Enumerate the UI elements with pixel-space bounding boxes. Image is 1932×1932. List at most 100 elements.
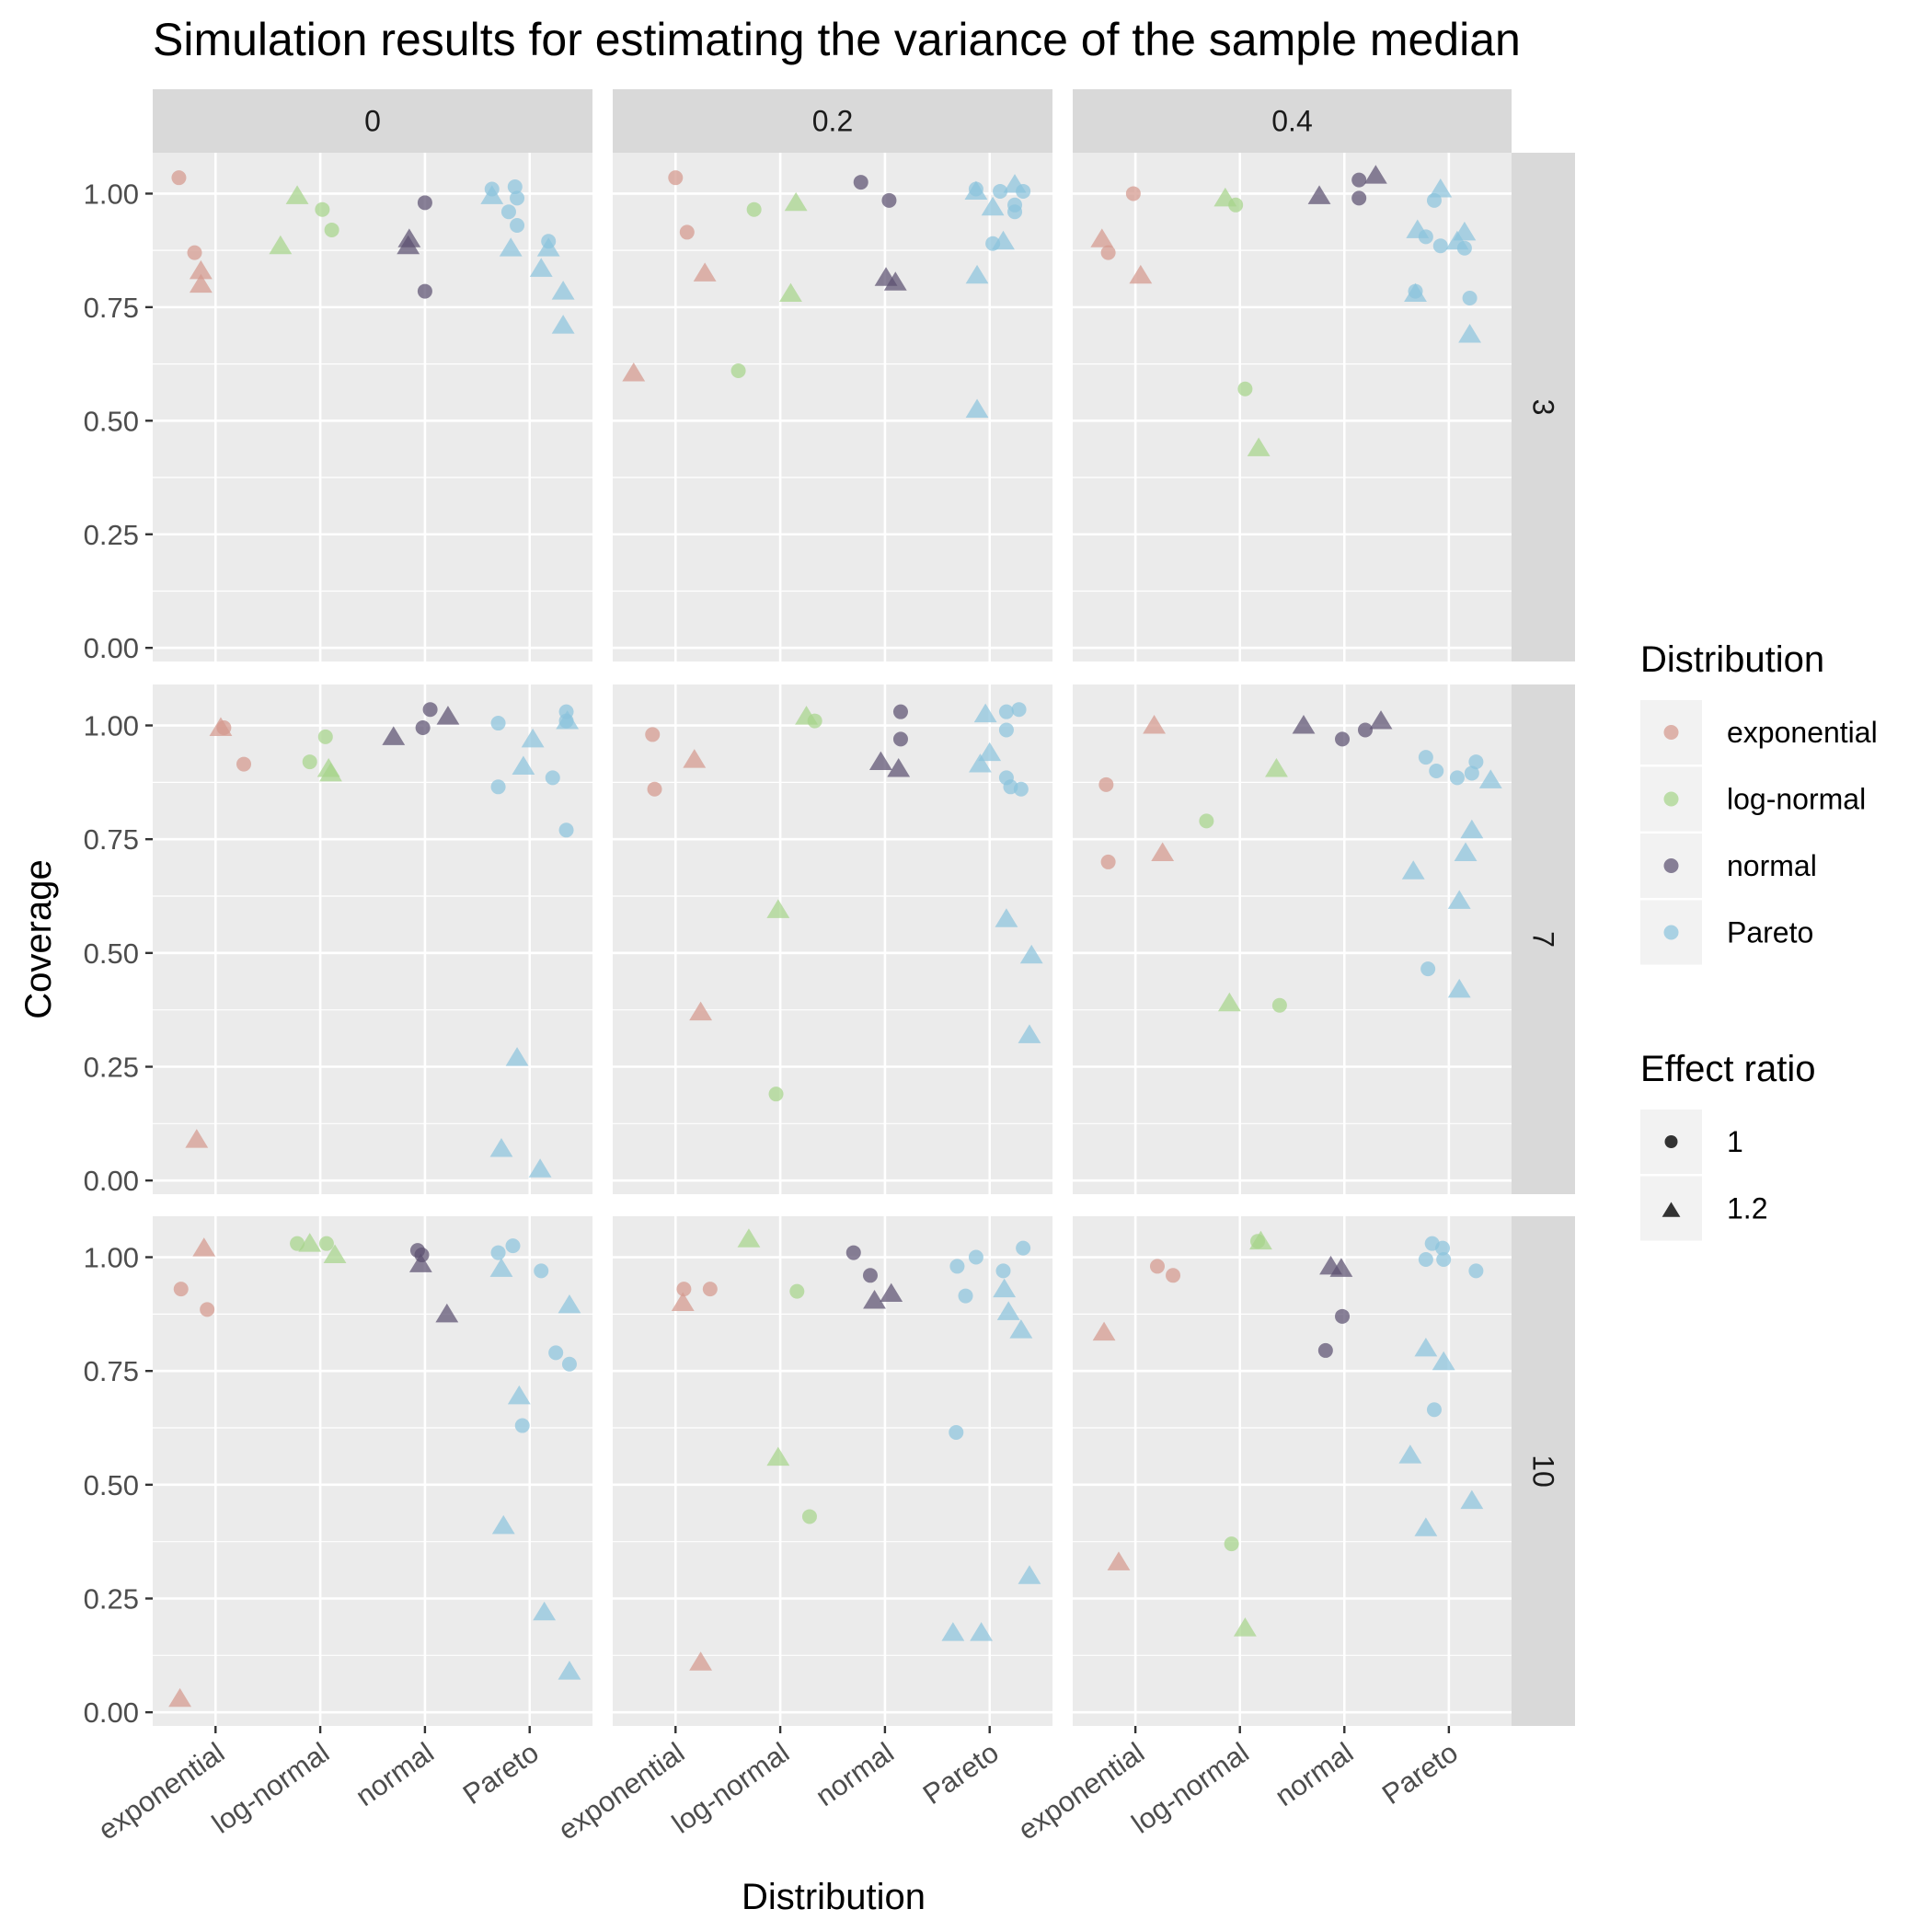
data-point-pareto-triangle <box>489 1138 513 1157</box>
panel-0-4-10 <box>1073 1216 1512 1726</box>
data-point-log-normal-triangle <box>779 282 802 303</box>
data-point-pareto-circle <box>558 822 574 838</box>
strip-background <box>1512 153 1575 661</box>
data-point-pareto-triangle <box>1478 769 1502 788</box>
data-point-pareto-triangle <box>1414 1337 1438 1357</box>
y-ticks-row-10: 0.00 0.25 0.50 0.75 1.00 <box>84 1242 153 1729</box>
data-point-normal-circle <box>862 1268 878 1283</box>
panel-0-7 <box>153 684 592 1194</box>
data-point-pareto-circle <box>507 179 523 195</box>
data-point-pareto-circle <box>505 1238 521 1254</box>
data-point-exponential-triangle <box>1107 1551 1131 1570</box>
data-point-normal-triangle <box>868 751 892 771</box>
data-point-pareto-circle <box>1418 229 1433 245</box>
panel-background <box>1073 153 1512 661</box>
data-point-pareto-circle <box>1418 750 1433 765</box>
data-point-exponential-circle <box>668 170 684 186</box>
y-tick-label: 1.00 <box>84 710 139 742</box>
data-point-pareto-circle <box>1432 238 1448 254</box>
legend-swatch <box>1662 1202 1681 1217</box>
data-point-pareto-triangle <box>970 1622 994 1641</box>
data-point-pareto-triangle <box>558 1294 581 1314</box>
data-point-pareto-circle <box>1456 240 1472 256</box>
y-ticks-row-3: 0.00 0.25 0.50 0.75 1.00 <box>84 178 153 664</box>
data-point-log-normal-triangle <box>323 1244 347 1264</box>
data-point-normal-circle <box>1317 1342 1333 1358</box>
data-point-pareto-triangle <box>491 1514 515 1535</box>
data-point-exponential-circle <box>171 170 187 186</box>
data-point-pareto-circle <box>1418 1251 1433 1267</box>
legend-label: 1 <box>1727 1125 1743 1158</box>
data-point-log-normal-triangle <box>285 185 309 204</box>
data-point-log-normal-circle <box>1224 1536 1239 1552</box>
data-point-log-normal-triangle <box>1249 1230 1272 1250</box>
data-point-pareto-triangle <box>941 1622 965 1641</box>
legend-label: log-normal <box>1727 783 1866 816</box>
data-point-pareto-circle <box>1426 1402 1442 1418</box>
y-tick-label: 0.75 <box>84 1355 139 1387</box>
data-point-pareto-triangle <box>1018 1024 1041 1043</box>
legend-title: Distribution <box>1640 639 1824 680</box>
data-point-pareto-circle <box>1013 781 1029 797</box>
data-point-log-normal-triangle <box>1233 1617 1257 1637</box>
data-point-normal-circle <box>892 704 908 719</box>
data-point-exponential-triangle <box>189 259 213 280</box>
data-point-pareto-triangle <box>556 710 580 730</box>
data-point-normal-triangle <box>887 758 911 777</box>
data-point-log-normal-triangle <box>1217 992 1241 1012</box>
data-point-normal-triangle <box>863 1290 886 1309</box>
data-point-exponential-circle <box>173 1282 189 1297</box>
data-point-log-normal-circle <box>1199 813 1214 829</box>
facet-strip-col-0-4: 0.4 <box>1073 89 1512 153</box>
points-0-10 <box>168 1233 581 1708</box>
data-point-pareto-circle <box>968 1249 983 1265</box>
data-point-pareto-triangle <box>1460 819 1484 839</box>
x-tick-label: log-normal <box>206 1736 335 1840</box>
strip-background <box>1073 89 1512 153</box>
facet-strip-row-10: 10 <box>1512 1216 1575 1726</box>
data-point-pareto-triangle <box>1447 890 1471 909</box>
data-point-log-normal-triangle <box>298 1233 322 1252</box>
legend-distribution: Distribution exponential log-normal normal P… <box>1640 639 1878 965</box>
y-tick-label: 0.25 <box>84 1052 139 1084</box>
data-point-exponential-triangle <box>1092 1321 1116 1341</box>
data-point-pareto-circle <box>514 1418 530 1433</box>
data-point-exponential-triangle <box>192 1237 216 1257</box>
strip-background <box>1512 1216 1575 1726</box>
panel-background <box>613 153 1052 661</box>
data-point-normal-circle <box>1351 190 1367 206</box>
data-point-exponential-triangle <box>1151 842 1175 861</box>
data-point-exponential-triangle <box>168 1687 192 1708</box>
data-point-pareto-triangle <box>489 1258 513 1277</box>
data-point-pareto-circle <box>500 204 516 220</box>
data-point-exponential-triangle <box>1143 715 1167 734</box>
legend-item-effect-1: 1 <box>1640 1110 1743 1174</box>
points-0-7 <box>185 702 580 1178</box>
data-point-pareto-circle <box>1429 763 1444 778</box>
data-point-pareto-circle <box>993 183 1008 199</box>
data-point-pareto-circle <box>998 704 1014 719</box>
data-point-exponential-triangle <box>622 362 646 382</box>
legend-item-normal: normal <box>1640 834 1817 898</box>
legend-swatch <box>1663 725 1679 740</box>
panel-0-10 <box>153 1216 592 1726</box>
panel-0-4-3 <box>1073 153 1512 661</box>
legend-item-pareto: Pareto <box>1640 900 1813 965</box>
data-point-pareto-circle <box>1016 183 1031 199</box>
data-point-exponential-circle <box>676 1282 692 1297</box>
strip-background <box>613 89 1052 153</box>
data-point-pareto-circle <box>1011 702 1027 718</box>
legend-title: Effect ratio <box>1640 1049 1815 1089</box>
data-point-pareto-circle <box>545 770 560 786</box>
legend-label: Pareto <box>1727 916 1813 949</box>
data-point-pareto-circle <box>490 716 506 731</box>
panel-background <box>153 153 592 661</box>
data-point-pareto-circle <box>1016 1240 1031 1256</box>
data-point-exponential-circle <box>645 727 661 742</box>
data-point-normal-circle <box>1335 1308 1351 1324</box>
data-point-pareto-triangle <box>533 1601 557 1621</box>
data-point-normal-circle <box>417 195 432 211</box>
